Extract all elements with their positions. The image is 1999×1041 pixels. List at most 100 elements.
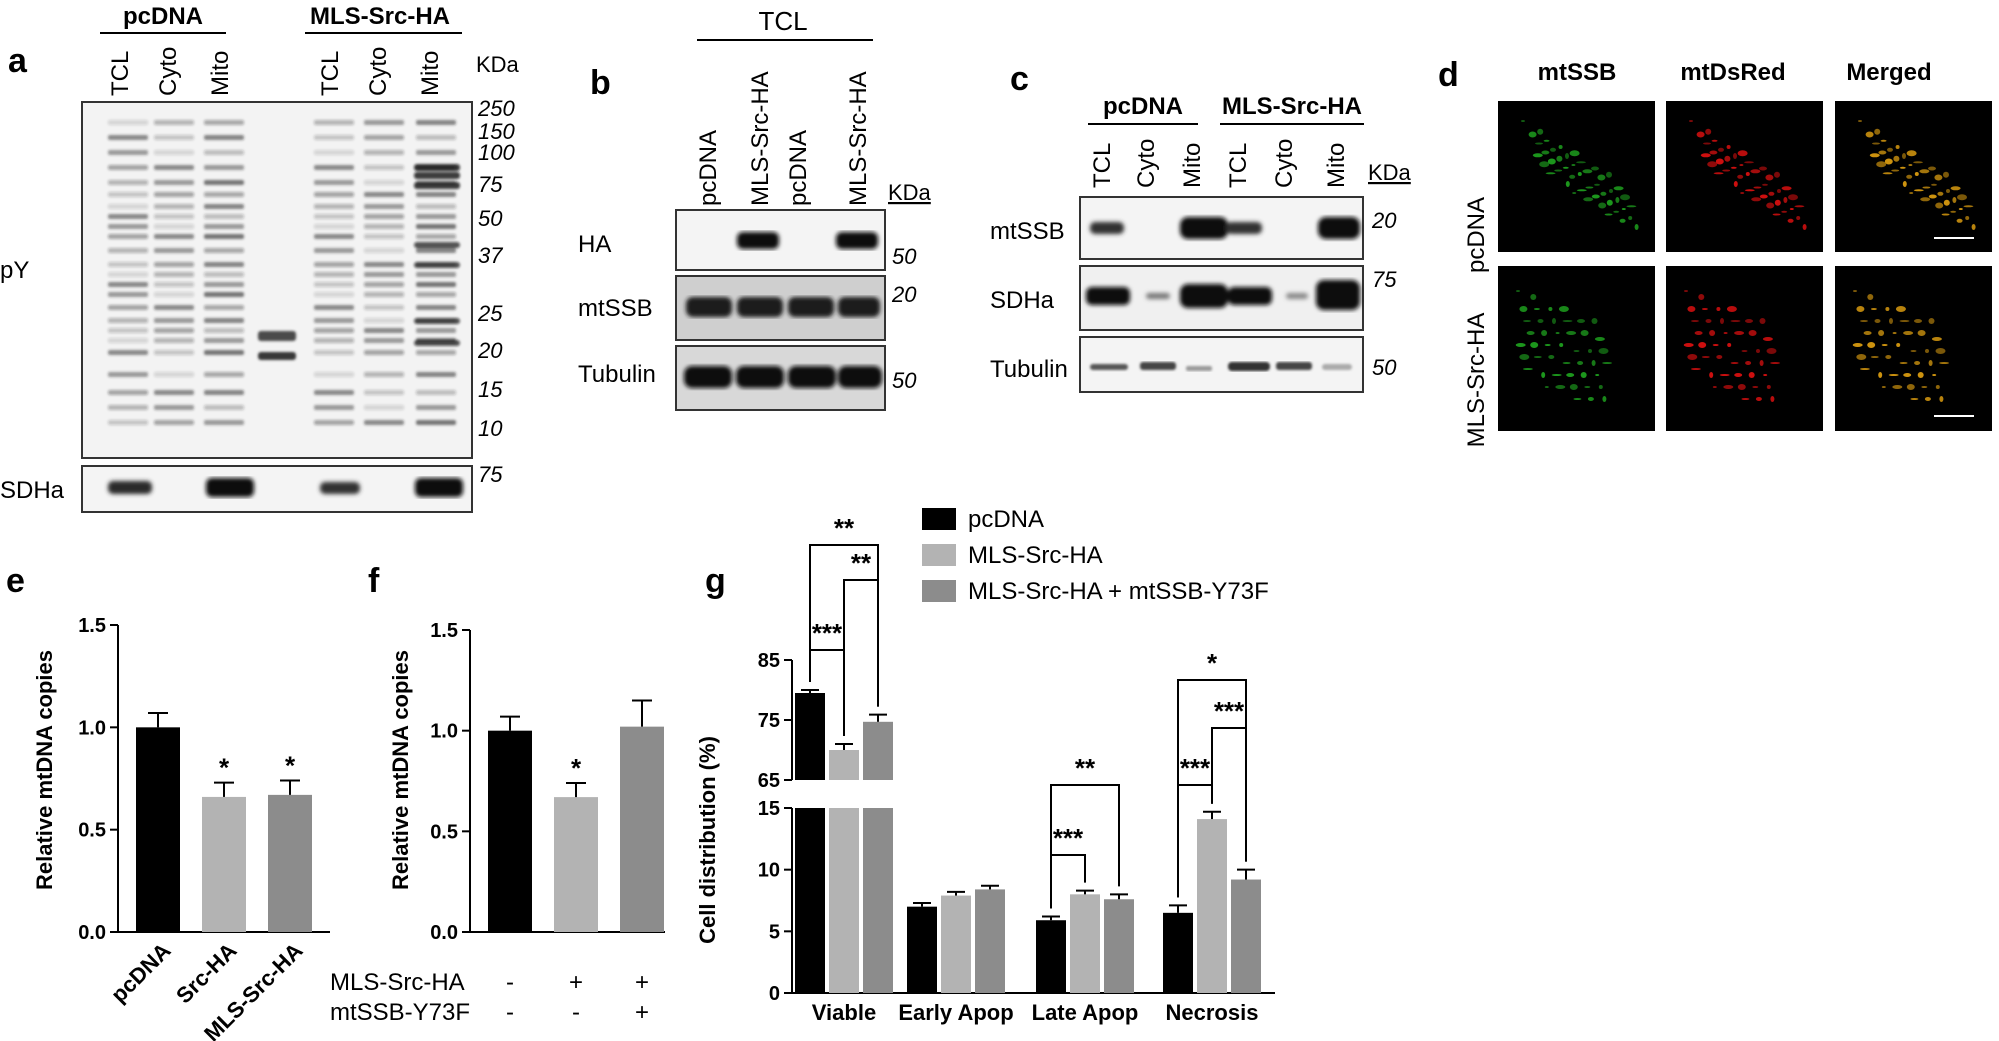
band: [154, 135, 194, 140]
fluorescent-mitochondria: [1906, 384, 1915, 390]
band: [364, 204, 404, 209]
y-tick-label: 1.0: [430, 721, 458, 743]
fluorescent-mitochondria: [1937, 191, 1944, 196]
lane-label: pcDNA: [785, 130, 812, 206]
significance-mark: *: [285, 751, 296, 781]
band: [314, 234, 354, 239]
bar: [1036, 920, 1066, 993]
fluorescent-mitochondria: [1707, 161, 1718, 168]
bar: [554, 797, 598, 932]
band: [364, 350, 404, 355]
lane-label: Mito: [207, 51, 234, 96]
fluorescent-mitochondria: [1713, 172, 1724, 175]
band: [414, 340, 460, 346]
group-label-pcdna: pcDNA: [123, 3, 203, 30]
fluorescent-mitochondria: [1598, 348, 1609, 354]
fluorescent-mitochondria: [1910, 398, 1919, 400]
fluorescent-mitochondria: [1613, 210, 1620, 213]
fluorescent-mitochondria: [1744, 189, 1755, 192]
bar: [829, 750, 859, 780]
condition-sign: -: [506, 969, 514, 996]
row-label-tubulin: Tubulin: [990, 356, 1068, 383]
mw-marker: 100: [478, 140, 515, 165]
fluorescent-mitochondria: [1533, 356, 1542, 358]
band: [416, 234, 456, 239]
band: [108, 372, 148, 377]
fluorescent-mitochondria: [1865, 131, 1874, 138]
fluorescent-mitochondria: [1619, 218, 1626, 223]
band: [154, 328, 194, 333]
band: [314, 372, 354, 377]
band: [204, 165, 244, 170]
fluorescent-mitochondria: [1888, 374, 1899, 376]
row-label-mls-src-ha: MLS-Src-HA: [1463, 313, 1490, 448]
significance-mark: *: [1207, 648, 1218, 678]
band: [204, 204, 244, 209]
band: [154, 305, 194, 310]
band: [416, 405, 456, 410]
legend-swatch: [922, 580, 956, 602]
bar: [1231, 879, 1261, 993]
band: [416, 214, 456, 219]
y-tick-label: 65: [758, 770, 780, 792]
fluorescent-mitochondria: [1535, 142, 1543, 145]
fluorescent-mitochondria: [1620, 194, 1630, 201]
fluorescent-mitochondria: [1730, 166, 1737, 169]
column-label-mtssb: mtSSB: [1538, 59, 1617, 86]
fluorescent-mitochondria: [1748, 372, 1755, 378]
fluorescent-mitochondria: [1609, 189, 1613, 193]
band: [204, 338, 244, 343]
fluorescent-mitochondria: [1872, 142, 1880, 145]
fluorescent-mitochondria: [1950, 210, 1957, 213]
bar: [795, 693, 825, 780]
fluorescent-mitochondria: [1576, 189, 1587, 192]
fluorescent-mitochondria: [1906, 150, 1917, 157]
fluorescent-mitochondria: [1543, 139, 1550, 142]
fluorescent-mitochondria: [1787, 218, 1794, 223]
band: [204, 192, 244, 197]
fluorescent-mitochondria: [1768, 191, 1775, 196]
bar: [1197, 819, 1227, 993]
fluorescent-mitochondria: [1794, 205, 1805, 208]
fluorescent-mitochondria: [1606, 171, 1612, 178]
condition-sign: -: [506, 999, 514, 1026]
fluorescent-mitochondria: [1781, 186, 1792, 191]
fluorescent-mitochondria: [1532, 153, 1543, 158]
band: [364, 135, 404, 140]
fluorescent-mitochondria: [1591, 318, 1598, 324]
sdha-bands: [108, 478, 463, 497]
fluorescent-mitochondria: [1867, 294, 1874, 300]
micrograph-mls-src-ha-merged: [1835, 266, 1992, 431]
row-label-py: pY: [0, 257, 29, 284]
row-label-sdha: SDHa: [990, 287, 1055, 314]
band: [416, 272, 456, 277]
fluorescent-mitochondria: [1703, 142, 1711, 145]
significance-mark: *: [219, 753, 230, 783]
fluorescent-mitochondria: [1600, 191, 1607, 196]
band: [314, 350, 354, 355]
fluorescent-mitochondria: [1762, 183, 1768, 186]
fluorescent-mitochondria: [1711, 139, 1718, 142]
y-tick-label: 85: [758, 650, 780, 672]
fluorescent-mitochondria: [1920, 197, 1931, 202]
fluorescent-mitochondria: [1698, 342, 1707, 348]
band: [108, 420, 148, 425]
fluorescent-mitochondria: [1726, 306, 1737, 312]
fluorescent-mitochondria: [1788, 194, 1798, 201]
fluorescent-mitochondria: [1552, 318, 1556, 324]
row-label-mtssb: mtSSB: [578, 295, 653, 322]
mw-marker: 50: [892, 368, 917, 393]
fluorescent-mitochondria: [1737, 150, 1748, 157]
fluorescent-mitochondria: [1756, 349, 1760, 353]
fluorescent-mitochondria: [1584, 386, 1591, 388]
band: [204, 214, 244, 219]
fluorescent-mitochondria: [1766, 348, 1777, 354]
band: [204, 272, 244, 277]
bar: [202, 796, 246, 932]
fluorescent-mitochondria: [1906, 174, 1913, 179]
fluorescent-mitochondria: [1687, 354, 1698, 360]
fluorescent-mitochondria: [1719, 374, 1730, 376]
fluorescent-mitochondria: [1709, 372, 1714, 378]
y-tick-label: 15: [758, 798, 780, 820]
fluorescent-mitochondria: [1777, 189, 1781, 193]
